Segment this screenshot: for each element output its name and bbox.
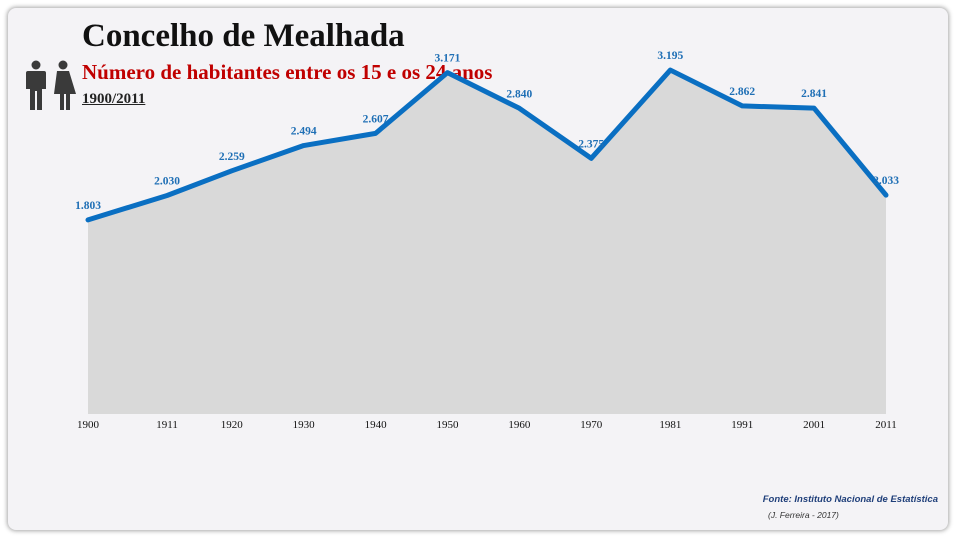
man-woman-icon bbox=[26, 60, 76, 110]
data-label: 2.259 bbox=[219, 151, 245, 163]
population-area-chart: 1.803 2.030 2.259 2.494 2.607 3.171 2.840 2.375… bbox=[75, 50, 899, 431]
chart-period: 1900/2011 bbox=[82, 91, 146, 107]
data-label: 3.171 bbox=[435, 53, 461, 65]
x-tick-label: 1911 bbox=[156, 419, 178, 431]
data-label: 2.494 bbox=[291, 126, 317, 138]
x-tick-label: 1900 bbox=[77, 419, 100, 431]
chart-title: Concelho de Mealhada bbox=[82, 18, 405, 54]
x-tick-label: 1930 bbox=[293, 419, 316, 431]
data-label: 2.607 bbox=[363, 113, 389, 125]
x-tick-label: 1981 bbox=[659, 419, 681, 431]
author-note: (J. Ferreira - 2017) bbox=[768, 510, 839, 520]
data-label: 1.803 bbox=[75, 200, 101, 212]
series-area bbox=[88, 70, 886, 415]
x-tick-label: 1920 bbox=[221, 419, 244, 431]
x-tick-label: 2001 bbox=[803, 419, 825, 431]
x-tick-label: 1991 bbox=[731, 419, 753, 431]
x-tick-label: 1960 bbox=[508, 419, 531, 431]
series-line bbox=[85, 67, 889, 223]
data-label: 3.195 bbox=[657, 50, 683, 62]
x-tick-label: 2011 bbox=[875, 419, 897, 431]
x-tick-label: 1950 bbox=[436, 419, 459, 431]
data-label: 2.840 bbox=[506, 88, 532, 100]
data-label: 2.841 bbox=[801, 88, 827, 100]
data-label: 2.375 bbox=[578, 138, 604, 150]
data-label: 2.862 bbox=[729, 86, 755, 98]
chart-subtitle: Número de habitantes entre os 15 e os 24… bbox=[82, 60, 493, 84]
x-tick-label: 1970 bbox=[580, 419, 603, 431]
x-tick-label: 1940 bbox=[365, 419, 388, 431]
chart-card: Concelho de Mealhada Número de habitante… bbox=[8, 8, 948, 530]
data-label: 2.030 bbox=[154, 175, 180, 187]
source-note: Fonte: Instituto Nacional de Estatística bbox=[762, 494, 938, 505]
data-label: 2.033 bbox=[873, 175, 899, 187]
